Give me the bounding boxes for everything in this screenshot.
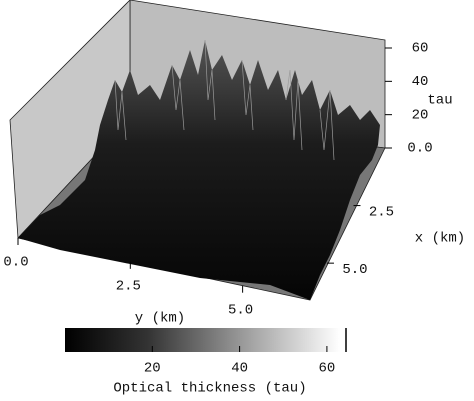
z-tick-label: 20 [412,107,429,123]
colorbar-tick-label: 40 [231,361,248,377]
x-tick-label: 5.0 [342,262,367,278]
z-axis-label: tau [427,93,452,109]
colorbar-tick-label: 20 [144,361,161,377]
surface [18,40,380,300]
x-axis-label: x (km) [415,231,465,247]
y-axis-label: y (km) [135,311,185,327]
z-tick-label: 0.0 [407,141,432,157]
colorbar-label: Optical thickness (tau) [113,381,306,397]
y-tick-label: 5.0 [228,302,253,318]
peak [114,79,127,141]
z-tick-label: 60 [412,41,429,57]
colorbar [65,328,340,352]
surface-highlights [114,39,335,161]
peak [204,39,216,121]
peak [319,89,335,161]
colorbar-tick-label: 60 [318,361,335,377]
z-tick-label: 40 [412,74,429,90]
y-tick-label: 2.5 [116,279,141,295]
x-tick-label: 2.5 [369,204,394,220]
peak [285,69,303,151]
peak [241,59,254,131]
peak [171,64,185,131]
y-tick-label: 0.0 [3,255,28,271]
